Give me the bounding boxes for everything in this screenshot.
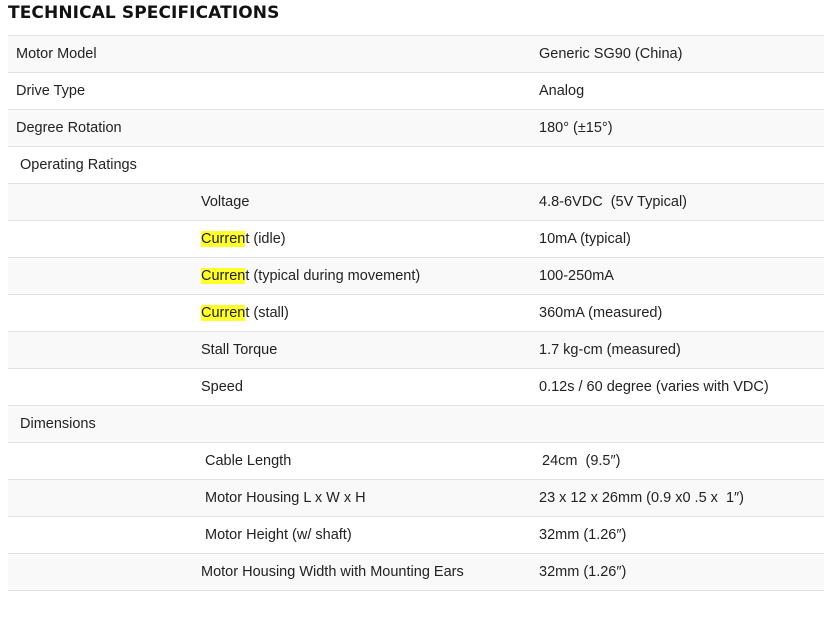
row-value: 10mA (typical) bbox=[539, 231, 631, 247]
row-value: 1.7 kg-cm (measured) bbox=[539, 342, 681, 358]
row-label-rest: t (typical during movement) bbox=[245, 268, 421, 284]
row-value: 24cm (9.5″) bbox=[542, 453, 621, 469]
search-highlight: Curren bbox=[201, 305, 246, 321]
table-row-motor-height: Motor Height (w/ shaft) 32mm (1.26″) bbox=[8, 517, 824, 554]
row-label: Current (idle) bbox=[201, 221, 286, 257]
row-value: Generic SG90 (China) bbox=[539, 46, 683, 62]
table-row-speed: Speed 0.12s / 60 degree (varies with VDC… bbox=[8, 369, 824, 406]
row-value: 360mA (measured) bbox=[539, 305, 663, 321]
table-row-current-stall: Current (stall) 360mA (measured) bbox=[8, 295, 824, 332]
row-label: Voltage bbox=[201, 194, 250, 210]
row-label: Current (stall) bbox=[201, 295, 289, 331]
table-row-housing-width-ears: Motor Housing Width with Mounting Ears 3… bbox=[8, 554, 824, 591]
table-row-voltage: Voltage 4.8-6VDC (5V Typical) bbox=[8, 184, 824, 221]
row-value: Analog bbox=[539, 83, 585, 99]
search-highlight: Curren bbox=[201, 231, 246, 247]
row-value: 0.12s / 60 degree (varies with VDC) bbox=[539, 379, 769, 395]
table-row-cable-length: Cable Length 24cm (9.5″) bbox=[8, 443, 824, 480]
row-label: Cable Length bbox=[205, 453, 292, 469]
row-value: 180° (±15°) bbox=[539, 120, 613, 136]
section-row-operating-ratings: Operating Ratings bbox=[8, 147, 824, 184]
row-label: Degree Rotation bbox=[16, 120, 122, 136]
row-label: Motor Height (w/ shaft) bbox=[205, 527, 352, 543]
spec-table: Motor Model Generic SG90 (China) Drive T… bbox=[8, 35, 824, 591]
row-label: Current (typical during movement) bbox=[201, 258, 420, 294]
row-label: Drive Type bbox=[16, 83, 86, 99]
row-label: Stall Torque bbox=[201, 342, 278, 358]
row-label: Motor Housing Width with Mounting Ears bbox=[201, 564, 464, 580]
row-label: Motor Housing L x W x H bbox=[205, 490, 366, 506]
table-row-current-idle: Current (idle) 10mA (typical) bbox=[8, 221, 824, 258]
table-row-motor-housing-lwh: Motor Housing L x W x H 23 x 12 x 26mm (… bbox=[8, 480, 824, 517]
section-label: Dimensions bbox=[20, 416, 96, 432]
row-label-rest: t (idle) bbox=[245, 231, 286, 247]
row-value: 32mm (1.26″) bbox=[539, 527, 627, 543]
section-row-dimensions: Dimensions bbox=[8, 406, 824, 443]
table-row-motor-model: Motor Model Generic SG90 (China) bbox=[8, 36, 824, 73]
row-label: Motor Model bbox=[16, 46, 97, 62]
row-value: 4.8-6VDC (5V Typical) bbox=[539, 194, 688, 210]
search-highlight: Curren bbox=[201, 268, 246, 284]
row-label-rest: t (stall) bbox=[245, 305, 289, 321]
page-title: TECHNICAL SPECIFICATIONS bbox=[8, 3, 280, 23]
table-row-current-movement: Current (typical during movement) 100-25… bbox=[8, 258, 824, 295]
row-value: 100-250mA bbox=[539, 268, 614, 284]
table-row-drive-type: Drive Type Analog bbox=[8, 73, 824, 110]
row-value: 23 x 12 x 26mm (0.9 x0 .5 x 1″) bbox=[539, 490, 744, 506]
section-label: Operating Ratings bbox=[20, 157, 137, 173]
table-row-degree-rotation: Degree Rotation 180° (±15°) bbox=[8, 110, 824, 147]
row-value: 32mm (1.26″) bbox=[539, 564, 627, 580]
row-label: Speed bbox=[201, 379, 243, 395]
table-row-stall-torque: Stall Torque 1.7 kg-cm (measured) bbox=[8, 332, 824, 369]
